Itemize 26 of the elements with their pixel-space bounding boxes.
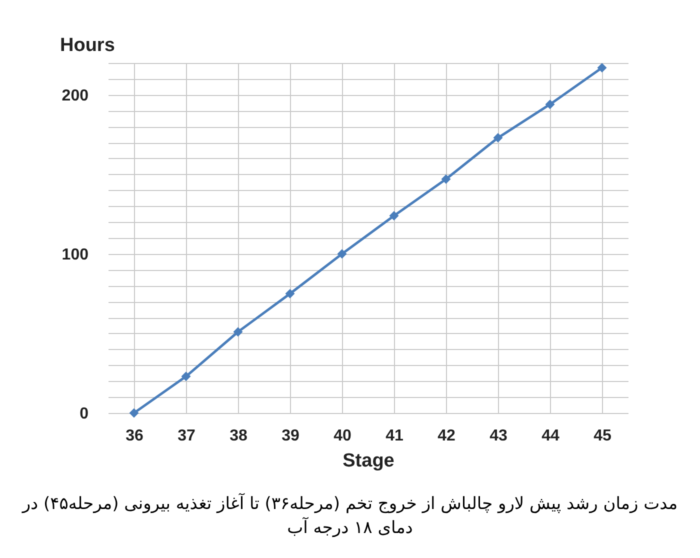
text: مدت زمان رشد پیش لارو چالباش از خروج تخم (مرحله۳۶) تا آغاز تغذیه بیرونی (مرحله۴۵) در دمای ۱۸ درجه آب	[20, 492, 679, 540]
point	[129, 408, 139, 418]
point	[389, 210, 399, 220]
point	[597, 63, 607, 73]
point	[545, 100, 555, 110]
point	[493, 133, 503, 143]
x-tick-label: 40	[334, 428, 352, 444]
point	[337, 249, 347, 259]
y-tick-label: 0	[80, 406, 89, 422]
x-tick-label: 44	[542, 428, 560, 444]
y-axis-title: Hours	[60, 35, 115, 56]
x-tick-label: 45	[594, 428, 612, 444]
point	[285, 288, 295, 298]
point	[441, 174, 451, 184]
y-tick-label: 100	[62, 246, 89, 264]
x-tick-label: 36	[126, 428, 144, 444]
x-tick-label: 41	[386, 428, 404, 444]
x-tick-label: 43	[490, 428, 508, 444]
point	[181, 372, 191, 382]
x-tick-label: 42	[438, 428, 456, 444]
x-tick-label: 37	[178, 428, 196, 444]
x-axis-title: Stage	[342, 450, 394, 472]
x-tick-label: 39	[282, 428, 300, 444]
y-tick-label: 200	[62, 87, 89, 104]
x-tick-label: 38	[230, 428, 248, 444]
point	[233, 327, 243, 337]
